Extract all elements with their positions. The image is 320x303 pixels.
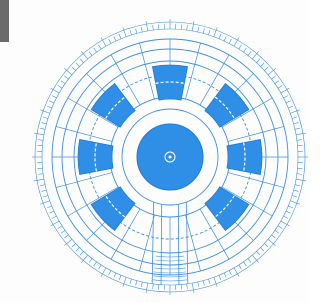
page: (() => { const data = JSON.parse(documen… [0,0,309,303]
hub-dot [169,156,172,159]
blueprint [0,0,309,303]
thumbnail-edge [0,0,9,42]
